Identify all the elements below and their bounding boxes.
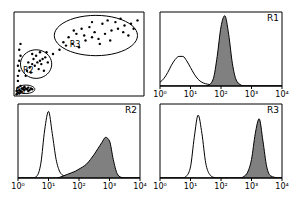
svg-text:10¹: 10¹ [42, 182, 55, 191]
html-text:R3: R3 [267, 105, 279, 115]
html-text:R2: R2 [125, 105, 137, 115]
svg-text:10⁴: 10⁴ [275, 90, 288, 99]
svg-text:10⁴: 10⁴ [275, 182, 288, 191]
svg-text:10⁰: 10⁰ [11, 182, 24, 191]
svg-text:10³: 10³ [245, 182, 258, 191]
svg-text:10³: 10³ [103, 182, 116, 191]
svg-text:10⁴: 10⁴ [133, 182, 146, 191]
html-text:R1: R1 [267, 13, 279, 23]
svg-text:10¹: 10¹ [184, 182, 197, 191]
svg-text:R3: R3 [70, 40, 81, 49]
svg-text:R1: R1 [16, 87, 27, 96]
svg-text:10⁰: 10⁰ [153, 182, 166, 191]
svg-text:10³: 10³ [245, 90, 258, 99]
svg-text:10²: 10² [72, 182, 85, 191]
svg-text:10²: 10² [214, 90, 227, 99]
svg-text:10¹: 10¹ [184, 90, 197, 99]
svg-text:10⁰: 10⁰ [153, 90, 166, 99]
svg-text:10²: 10² [214, 182, 227, 191]
svg-text:R2: R2 [23, 66, 34, 75]
